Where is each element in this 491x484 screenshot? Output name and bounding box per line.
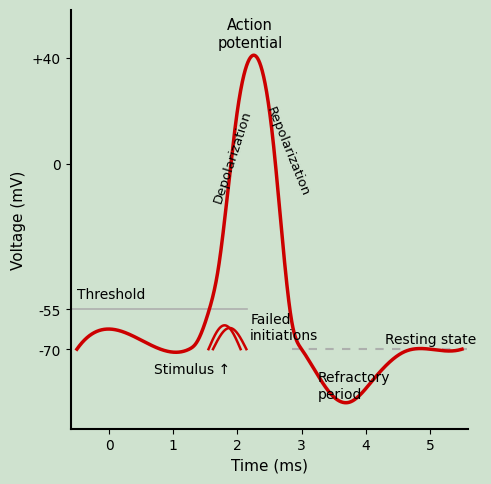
Text: Action
potential: Action potential (218, 18, 283, 51)
Text: Failed
initiations: Failed initiations (250, 312, 319, 343)
Text: Refractory
period: Refractory period (318, 371, 390, 401)
X-axis label: Time (ms): Time (ms) (231, 458, 308, 473)
Text: Stimulus ↑: Stimulus ↑ (154, 363, 230, 377)
Y-axis label: Voltage (mV): Voltage (mV) (11, 170, 26, 270)
Text: Resting state: Resting state (385, 332, 476, 346)
Text: Depolarization: Depolarization (212, 108, 254, 204)
Text: Threshold: Threshold (77, 288, 145, 302)
Text: Repolarization: Repolarization (264, 105, 311, 197)
